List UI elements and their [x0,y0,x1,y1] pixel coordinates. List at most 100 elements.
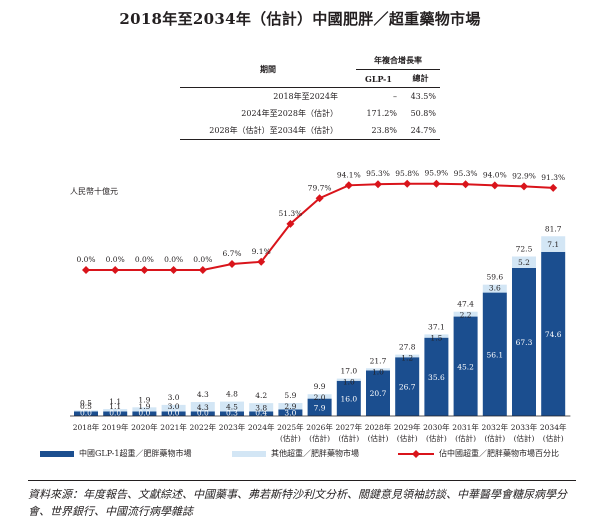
data-label-other: 1.0 [343,378,355,387]
share-marker [315,194,324,203]
legend-other: 其他超重／肥胖藥物市場 [232,448,359,459]
period-cell: 2018年至2024年 [273,92,338,101]
glp1-col-header: GLP-1 [355,69,401,88]
data-label-other: 3.6 [489,284,501,293]
data-label-glp1: 74.6 [545,330,562,339]
share-marker [461,180,470,189]
bar-glp1 [278,409,303,416]
share-label: 6.7% [222,249,241,258]
period-header: 期間 [180,52,356,88]
data-label-other: 2.2 [460,311,472,320]
data-label-glp1: 0.4 [255,409,267,418]
legend-share-label: 佔中國超重／肥胖藥物市場百分比 [439,449,559,458]
x-tick-label: 2026年 [306,422,333,432]
data-label-other: 0.5 [80,402,92,411]
total-cell: 24.7% [400,122,440,140]
x-tick-suffix: (估計) [397,433,418,443]
data-label-total: 37.1 [428,322,445,331]
legend-glp1-label: 中國GLP-1超重／肥胖藥物市場 [79,449,192,458]
share-marker [374,180,382,189]
bar-other [366,368,390,371]
bar-other [512,256,536,268]
data-label-other: 1.9 [138,402,150,411]
legend-other-swatch [232,450,266,457]
total-col-header: 總計 [400,69,440,88]
data-label-total: 17.0 [340,367,357,376]
data-label-total: 9.9 [314,382,326,391]
glp1-cell: 23.8% [355,122,401,140]
share-label: 95.3% [454,169,478,178]
share-marker [198,266,207,274]
x-tick-suffix: (估計) [455,433,476,443]
share-label: 9.1% [252,247,271,256]
data-label-glp1: 0.0 [168,409,180,418]
total-cell: 43.5% [410,92,436,101]
share-label: 94.1% [337,170,361,179]
data-label-glp1: 3.0 [284,409,296,418]
bar-glp1 [541,251,566,416]
table-row: 2024年至2028年（估計） 171.2% 50.8% [180,105,440,122]
data-label-total: 27.8 [399,343,416,352]
bar-other [220,401,244,412]
bar-other [161,404,186,412]
share-marker [257,257,266,266]
table-row: 2028年（估計）至2034年（估計） 23.8% 24.7% [180,122,440,140]
data-label-total: 47.4 [457,300,474,309]
data-label-total: 81.7 [545,224,562,233]
x-tick-suffix: (估計) [280,433,301,443]
data-label-total: 72.5 [516,245,533,254]
share-label: 95.3% [366,169,390,178]
data-label-glp1: 0.0 [138,409,150,418]
x-tick-label: 2030年 [423,422,450,432]
share-label: 91.3% [541,173,565,182]
bar-other [278,403,303,410]
legend-share: 佔中國超重／肥胖藥物市場百分比 [398,448,559,459]
bar-glp1 [307,398,332,416]
bar-other [132,407,157,412]
data-label-total: 5.9 [284,391,296,400]
bar-glp1 [220,411,244,416]
data-label-other: 1.2 [401,354,413,363]
cagr-table: 期間 年複合增長率 GLP-1 總計 2018年至2024年 – 43.5% 2… [180,52,440,140]
x-tick-label: 2028年 [365,422,392,432]
x-tick-label: 2032年 [482,422,509,432]
data-label-glp1: 0.0 [197,409,209,418]
bar-other [336,378,361,381]
bar-glp1 [161,411,186,416]
data-label-other: 4.5 [226,403,238,412]
data-label-glp1: 35.6 [428,373,445,382]
period-cell: 2028年（估計）至2034年（估計） [180,122,356,140]
share-marker [82,266,90,274]
data-label-total: 1.1 [109,397,121,406]
share-marker [549,183,558,192]
share-marker [520,182,528,191]
share-marker [228,259,236,268]
data-label-other: 7.1 [547,240,559,249]
data-label-other: 1.5 [430,333,442,342]
bar-other [424,334,449,338]
bar-glp1 [190,411,215,416]
x-tick-label: 2019年 [102,422,129,432]
data-label-other: 2.0 [314,393,326,402]
data-label-glp1: 7.9 [314,403,326,412]
legend-glp1: 中國GLP-1超重／肥胖藥物市場 [40,448,191,459]
glp1-cell: 171.2% [366,109,397,118]
bar-other [482,284,507,293]
share-label: 0.0% [106,255,125,264]
data-label-total: 21.7 [370,356,387,365]
market-chart: 人民幣十億元0.00.50.52018年0.01.11.12019年0.01.9… [70,169,571,443]
x-tick-label: 2031年 [452,422,479,432]
data-label-total: 3.0 [168,393,180,402]
data-label-other: 2.9 [284,402,296,411]
bar-glp1 [453,316,478,416]
share-label: 94.0% [483,170,507,179]
bar-glp1 [132,411,157,416]
share-label: 0.0% [193,255,212,264]
source-note: 資料來源：年度報告、文獻綜述、中國藥事、弗若斯特沙利文分析、關鍵意見領袖訪談、中… [28,488,567,518]
share-label: 95.8% [395,169,419,178]
share-marker [490,181,499,190]
cagr-group-header: 年複合增長率 [355,52,440,70]
data-label-glp1: 0.0 [80,409,92,418]
data-label-total: 1.9 [138,395,150,404]
data-label-other: 3.8 [255,403,267,412]
